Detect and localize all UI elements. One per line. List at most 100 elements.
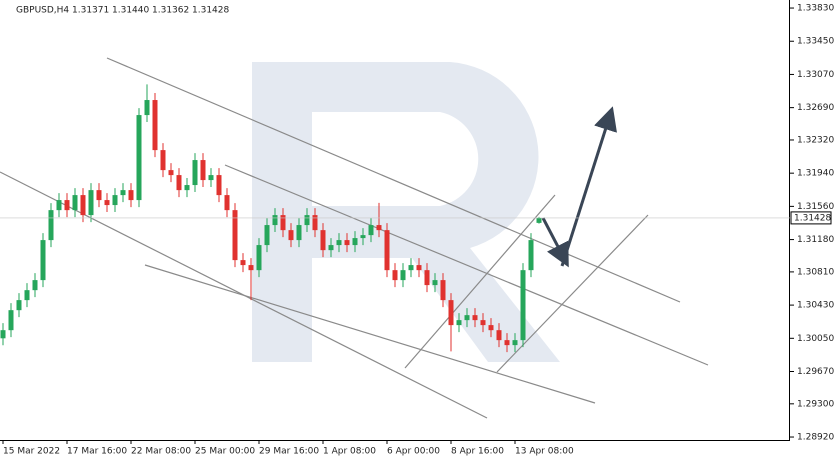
candle-body	[208, 175, 214, 181]
candle-body	[184, 185, 190, 191]
candle-body	[536, 217, 542, 223]
y-tick-label: 1.30430	[797, 301, 834, 311]
candle-body	[288, 230, 294, 241]
x-tick-label: 22 Mar 08:00	[131, 447, 191, 457]
candle-body	[432, 280, 438, 286]
candle-body	[48, 210, 54, 241]
quote-close: 1.31428	[192, 6, 229, 16]
y-tick-label: 1.30050	[797, 334, 834, 344]
y-tick-label: 1.29300	[797, 399, 834, 409]
candle-body	[472, 315, 478, 321]
y-tick-label: 1.29670	[797, 367, 834, 377]
quote-open: 1.31371	[72, 6, 109, 16]
candle-body	[376, 225, 382, 231]
last-price-box	[790, 211, 832, 225]
x-tick-label: 17 Mar 16:00	[67, 447, 127, 457]
candle-body	[8, 310, 14, 331]
candle-body	[16, 300, 22, 311]
y-tick-label: 1.31940	[797, 169, 834, 179]
candle-body	[424, 270, 430, 286]
candle-body	[168, 170, 174, 176]
candle-body	[448, 300, 454, 326]
candle-body	[352, 238, 358, 246]
candle-body	[528, 240, 534, 271]
x-tick-label: 8 Apr 16:00	[451, 447, 504, 457]
candle-body	[72, 195, 78, 211]
candle-body	[80, 195, 86, 216]
candle-body	[256, 245, 262, 271]
candle-body	[520, 270, 526, 341]
candle-body	[456, 320, 462, 326]
candle-body	[144, 100, 150, 116]
candle-body	[40, 240, 46, 281]
candle-body	[192, 160, 198, 186]
candle-body	[176, 175, 182, 191]
candle-body	[224, 195, 230, 211]
x-tick-label: 29 Mar 16:00	[259, 447, 319, 457]
candle-body	[248, 265, 254, 271]
candle-body	[392, 270, 398, 281]
y-tick-label: 1.33070	[797, 70, 834, 80]
candle-body	[336, 240, 342, 246]
last-price-label: 1.31428	[794, 213, 831, 223]
x-tick-label: 1 Apr 08:00	[323, 447, 376, 457]
candle-body	[320, 230, 326, 251]
trend-lines	[0, 57, 709, 419]
candle-body	[104, 200, 110, 206]
candle-body	[344, 240, 350, 246]
candle-body	[400, 270, 406, 281]
candle-body	[368, 225, 374, 236]
candle-body	[56, 200, 62, 211]
candle-body	[304, 215, 310, 226]
forecast-arrows	[541, 106, 617, 268]
candle-body	[416, 265, 422, 271]
candle-body	[24, 290, 30, 301]
candle-body	[240, 260, 246, 266]
x-tick-label: 25 Mar 00:00	[195, 447, 255, 457]
candle-body	[312, 215, 318, 231]
x-tick-label: 13 Apr 08:00	[515, 447, 574, 457]
y-tick-label: 1.32320	[797, 135, 834, 145]
candle-body	[272, 215, 278, 226]
x-tick-label: 6 Apr 00:00	[387, 447, 440, 457]
candle-body	[64, 200, 70, 211]
candle-body	[96, 190, 102, 201]
x-tick-label: 15 Mar 2022	[3, 447, 60, 457]
candle-body	[200, 160, 206, 181]
candle-body	[88, 190, 94, 216]
y-tick-label: 1.28920	[797, 433, 834, 443]
symbol: GBPUSD,H4	[16, 6, 69, 16]
candle-body	[464, 315, 470, 321]
candle-body	[32, 280, 38, 291]
candle-body	[504, 340, 510, 346]
candle-body	[440, 280, 446, 301]
watermark	[252, 62, 560, 362]
quote-low: 1.31362	[152, 6, 189, 16]
candle-body	[160, 150, 166, 171]
candle-body	[120, 190, 126, 196]
candle-body	[128, 190, 134, 201]
y-tick-label: 1.30810	[797, 267, 834, 277]
candle-body	[136, 115, 142, 201]
candle-body	[264, 225, 270, 246]
candle-body	[112, 195, 118, 206]
plot-area	[0, 84, 542, 353]
candle-body	[328, 245, 334, 251]
candle-body	[480, 320, 486, 326]
y-tick-label: 1.33450	[797, 37, 834, 47]
candle-body	[296, 225, 302, 241]
candle-body	[408, 265, 414, 271]
y-tick-label: 1.31560	[797, 202, 834, 212]
candle-body	[360, 235, 366, 239]
candle-body	[280, 215, 286, 231]
candle-body	[152, 100, 158, 151]
y-tick-label: 1.32690	[797, 103, 834, 113]
y-tick-label: 1.31180	[797, 235, 834, 245]
y-tick-label: 1.33830	[797, 4, 834, 14]
candle-body	[512, 340, 518, 346]
candle-body	[0, 330, 6, 339]
candle-body	[216, 175, 222, 196]
candle-body	[384, 230, 390, 271]
quote-high: 1.31440	[112, 6, 149, 16]
